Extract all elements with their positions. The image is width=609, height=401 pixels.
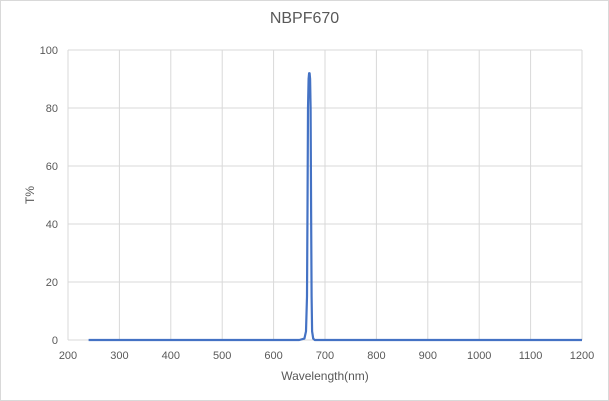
y-axis-label: T%: [23, 186, 37, 204]
x-tick-label: 300: [110, 350, 128, 362]
x-tick-label: 200: [59, 350, 77, 362]
y-tick-label: 100: [40, 45, 58, 57]
x-tick-label: 700: [316, 350, 334, 362]
y-tick-label: 80: [46, 103, 58, 115]
transmission-line: [88, 72, 582, 342]
x-tick-label: 400: [162, 350, 180, 362]
x-tick-label: 600: [264, 350, 282, 362]
x-tick-label: 500: [213, 350, 231, 362]
y-tick-label: 20: [46, 277, 58, 289]
y-tick-labels: 0 20 40 60 80 100: [40, 45, 58, 347]
x-axis-label: Wavelength(nm): [281, 369, 369, 383]
x-tick-label: 800: [367, 350, 385, 362]
y-tick-label: 0: [52, 335, 58, 347]
gridlines: [67, 49, 583, 341]
x-tick-label: 1100: [519, 350, 543, 362]
chart-title: NBPF670: [269, 10, 340, 27]
y-tick-label: 40: [46, 219, 58, 231]
y-tick-label: 60: [46, 161, 58, 173]
x-tick-label: 900: [419, 350, 437, 362]
x-tick-label: 1000: [467, 350, 491, 362]
x-tick-labels: 200 300 400 500 600 700 800 900 1000 1100 1200: [59, 350, 594, 362]
x-tick-label: 1200: [570, 350, 594, 362]
